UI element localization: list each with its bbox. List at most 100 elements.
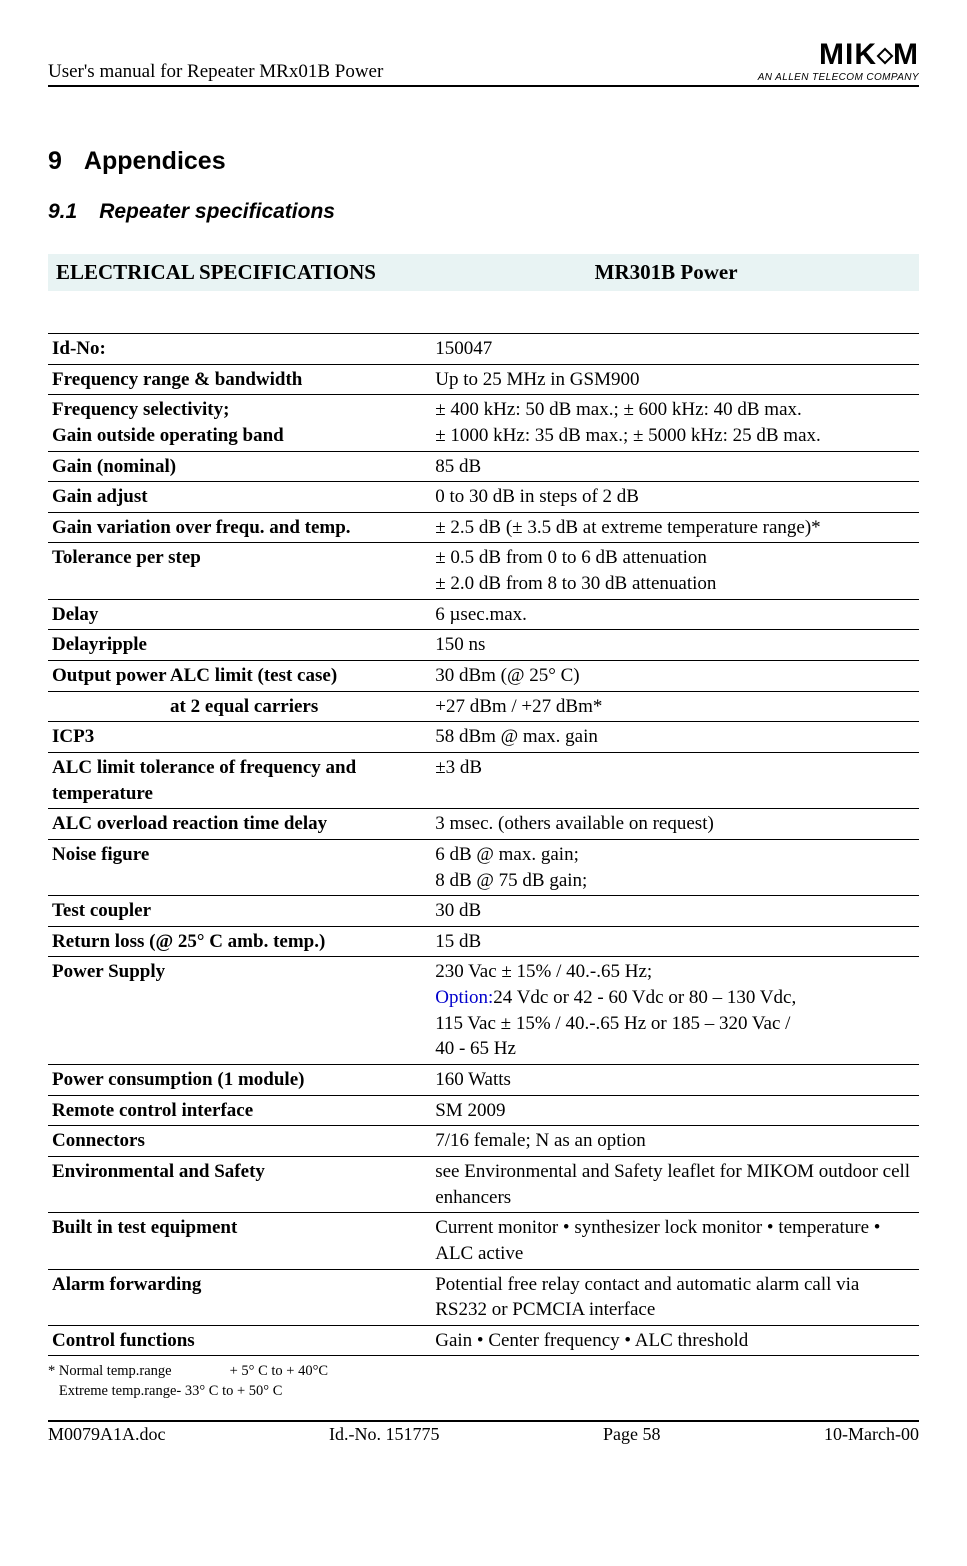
subsection-number: 9.1 [48, 200, 77, 223]
spec-label: Gain variation over frequ. and temp. [48, 512, 431, 543]
spec-value: see Environmental and Safety leaflet for… [431, 1156, 919, 1212]
header-title: User's manual for Repeater MRx01B Power [48, 61, 383, 83]
footer-idno: Id.-No. 151775 [329, 1424, 440, 1445]
spec-label: Noise figure [48, 839, 431, 895]
table-row: Power Supply230 Vac ± 15% / 40.-.65 Hz; … [48, 957, 919, 1065]
spec-label: Environmental and Safety [48, 1156, 431, 1212]
spec-value: 150047 [431, 334, 919, 365]
spec-label: Power Supply [48, 957, 431, 1065]
spec-label: Gain (nominal) [48, 451, 431, 482]
spec-value: ± 0.5 dB from 0 to 6 dB attenuation ± 2.… [431, 543, 919, 599]
footnote-l1-right: + 5° C to + 40°C [230, 1363, 328, 1379]
table-row: Delayripple150 ns [48, 630, 919, 661]
spec-table: Id-No:150047Frequency range & bandwidthU… [48, 333, 919, 1356]
spec-label: Power consumption (1 module) [48, 1065, 431, 1096]
subsection-title: Repeater specifications [99, 200, 335, 223]
spec-value: 7/16 female; N as an option [431, 1126, 919, 1157]
footer-page: Page 58 [603, 1424, 661, 1445]
spec-value: Potential free relay contact and automat… [431, 1269, 919, 1325]
table-row: Connectors7/16 female; N as an option [48, 1126, 919, 1157]
footnote-l1-left: * Normal temp.range [48, 1363, 172, 1379]
spec-title-bar: ELECTRICAL SPECIFICATIONS MR301B Power [48, 254, 919, 291]
spec-label: Built in test equipment [48, 1213, 431, 1269]
table-row: Noise figure6 dB @ max. gain; 8 dB @ 75 … [48, 839, 919, 895]
logo-main: MIK M [758, 40, 919, 70]
spec-label: Delayripple [48, 630, 431, 661]
footnote-line2: Extreme temp.range- 33° C to + 50° C [48, 1382, 919, 1402]
table-row: Return loss (@ 25° C amb. temp.)15 dB [48, 926, 919, 957]
spec-label: at 2 equal carriers [48, 691, 431, 722]
logo: MIK M AN ALLEN TELECOM COMPANY [758, 40, 919, 83]
spec-value: 30 dB [431, 896, 919, 927]
spec-value: Current monitor • synthesizer lock monit… [431, 1213, 919, 1269]
footer-doc: M0079A1A.doc [48, 1424, 166, 1445]
spec-value: 6 dB @ max. gain; 8 dB @ 75 dB gain; [431, 839, 919, 895]
table-row: Delay6 µsec.max. [48, 599, 919, 630]
table-row: ALC overload reaction time delay3 msec. … [48, 809, 919, 840]
spec-value: 30 dBm (@ 25° C) [431, 661, 919, 692]
spec-value: 150 ns [431, 630, 919, 661]
table-row: Output power ALC limit (test case)30 dBm… [48, 661, 919, 692]
spec-label: ALC limit tolerance of frequency and tem… [48, 752, 431, 808]
spec-label: Remote control interface [48, 1095, 431, 1126]
table-row: Frequency range & bandwidthUp to 25 MHz … [48, 364, 919, 395]
spec-label: Connectors [48, 1126, 431, 1157]
spec-value: ±3 dB [431, 752, 919, 808]
spec-label: Gain adjust [48, 482, 431, 513]
spec-value: ± 2.5 dB (± 3.5 dB at extreme temperatur… [431, 512, 919, 543]
spec-value: 6 µsec.max. [431, 599, 919, 630]
spec-label: ICP3 [48, 722, 431, 753]
spec-value: 85 dB [431, 451, 919, 482]
table-row: Test coupler30 dB [48, 896, 919, 927]
spec-label: Output power ALC limit (test case) [48, 661, 431, 692]
spec-label: Return loss (@ 25° C amb. temp.) [48, 926, 431, 957]
diamond-icon [877, 48, 894, 65]
spec-label: ALC overload reaction time delay [48, 809, 431, 840]
spec-value: 3 msec. (others available on request) [431, 809, 919, 840]
table-row: Power consumption (1 module)160 Watts [48, 1065, 919, 1096]
footnote: * Normal temp.range + 5° C to + 40°C Ext… [48, 1362, 919, 1401]
table-row: Gain (nominal)85 dB [48, 451, 919, 482]
logo-subtitle: AN ALLEN TELECOM COMPANY [758, 72, 919, 83]
spec-title-right: MR301B Power [595, 260, 911, 285]
table-row: Frequency selectivity; Gain outside oper… [48, 395, 919, 451]
spec-value: 58 dBm @ max. gain [431, 722, 919, 753]
section-number: 9 [48, 147, 62, 175]
section-title: Appendices [84, 147, 226, 175]
spec-label: Frequency selectivity; Gain outside oper… [48, 395, 431, 451]
spec-value: 15 dB [431, 926, 919, 957]
subsection-heading: 9.1 Repeater specifications [48, 200, 919, 224]
spec-label: Tolerance per step [48, 543, 431, 599]
footer-date: 10-March-00 [824, 1424, 919, 1445]
page-header: User's manual for Repeater MRx01B Power … [48, 40, 919, 87]
logo-text-post: M [893, 38, 919, 71]
table-row: Control functionsGain • Center frequency… [48, 1325, 919, 1356]
table-row: Remote control interfaceSM 2009 [48, 1095, 919, 1126]
footnote-line1: * Normal temp.range + 5° C to + 40°C [48, 1362, 919, 1382]
spec-title-left: ELECTRICAL SPECIFICATIONS [56, 260, 595, 285]
table-row: Id-No:150047 [48, 334, 919, 365]
table-row: Tolerance per step± 0.5 dB from 0 to 6 d… [48, 543, 919, 599]
spec-label: Id-No: [48, 334, 431, 365]
spec-label: Delay [48, 599, 431, 630]
table-row: Gain variation over frequ. and temp.± 2.… [48, 512, 919, 543]
table-row: Environmental and Safetysee Environmenta… [48, 1156, 919, 1212]
table-row: Built in test equipmentCurrent monitor •… [48, 1213, 919, 1269]
spec-label: Alarm forwarding [48, 1269, 431, 1325]
spec-value: +27 dBm / +27 dBm* [431, 691, 919, 722]
spec-value: Gain • Center frequency • ALC threshold [431, 1325, 919, 1356]
table-row: Alarm forwardingPotential free relay con… [48, 1269, 919, 1325]
spec-value: 0 to 30 dB in steps of 2 dB [431, 482, 919, 513]
table-row: at 2 equal carriers+27 dBm / +27 dBm* [48, 691, 919, 722]
spec-label: Test coupler [48, 896, 431, 927]
section-heading: 9 Appendices [48, 147, 919, 176]
page-footer: M0079A1A.doc Id.-No. 151775 Page 58 10-M… [48, 1420, 919, 1445]
spec-value: 160 Watts [431, 1065, 919, 1096]
spec-label: Control functions [48, 1325, 431, 1356]
spec-label: Frequency range & bandwidth [48, 364, 431, 395]
logo-text-pre: MIK [819, 38, 877, 71]
spec-value: ± 400 kHz: 50 dB max.; ± 600 kHz: 40 dB … [431, 395, 919, 451]
table-row: Gain adjust0 to 30 dB in steps of 2 dB [48, 482, 919, 513]
table-row: ICP358 dBm @ max. gain [48, 722, 919, 753]
spec-value: Up to 25 MHz in GSM900 [431, 364, 919, 395]
